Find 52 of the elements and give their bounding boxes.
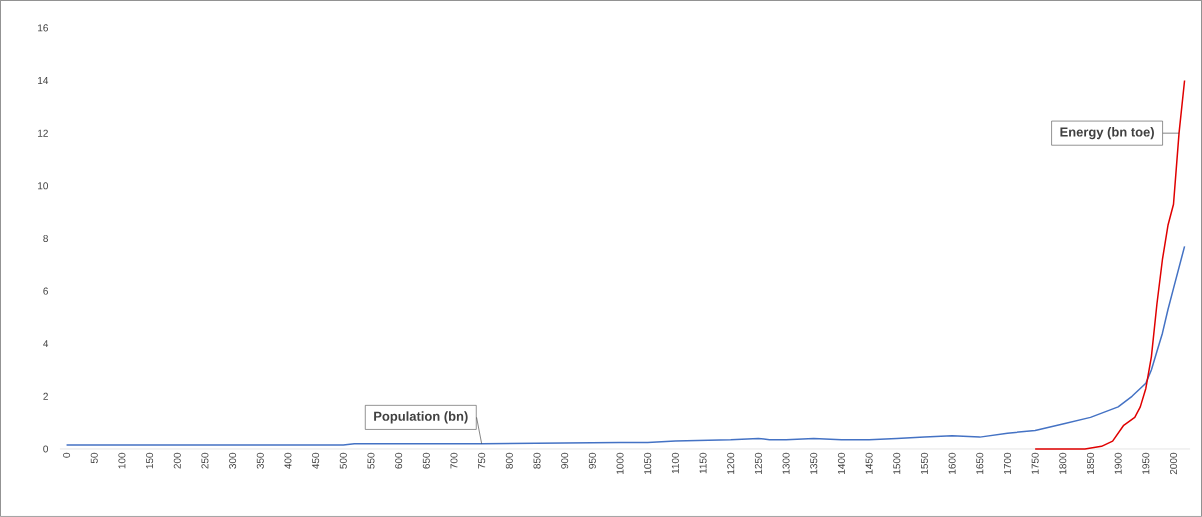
- x-tick-label: 200: [173, 452, 181, 469]
- x-tick-label: 1200: [727, 452, 735, 474]
- x-tick-label: 1750: [1031, 452, 1039, 474]
- y-tick-label: 2: [43, 392, 48, 400]
- x-tick-label: 1900: [1114, 452, 1122, 474]
- x-tick-label: 950: [588, 452, 596, 469]
- x-tick-label: 400: [284, 452, 292, 469]
- x-tick-label: 650: [422, 452, 430, 469]
- x-tick-label: 550: [367, 452, 375, 469]
- x-tick-label: 1300: [782, 452, 790, 474]
- x-tick-label: 350: [256, 452, 264, 469]
- y-tick-label: 10: [38, 182, 49, 190]
- y-tick-label: 12: [38, 129, 48, 137]
- x-tick-label: 1150: [699, 452, 707, 474]
- y-tick-label: 4: [43, 340, 49, 348]
- series-label: Energy (bn toe): [1060, 127, 1154, 140]
- x-tick-label: 100: [118, 452, 126, 469]
- x-tick-label: 1500: [893, 452, 901, 474]
- x-tick-label: 800: [505, 452, 513, 469]
- x-tick-label: 1600: [948, 452, 956, 474]
- x-tick-label: 1050: [644, 452, 652, 474]
- x-tick-label: 850: [533, 452, 541, 469]
- x-tick-label: 750: [478, 452, 486, 469]
- y-tick-label: 8: [43, 234, 48, 243]
- x-tick-label: 500: [339, 452, 347, 469]
- x-tick-label: 600: [395, 452, 403, 469]
- x-tick-label: 1650: [976, 452, 984, 474]
- x-tick-label: 450: [312, 452, 320, 469]
- x-tick-label: 1700: [1003, 452, 1011, 474]
- x-tick-label: 700: [450, 452, 458, 469]
- x-tick-label: 0: [63, 452, 71, 458]
- x-tick-label: 1250: [754, 452, 762, 474]
- y-tick-label: 16: [38, 24, 48, 32]
- x-tick-label: 150: [146, 452, 154, 469]
- y-tick-label: 6: [43, 287, 48, 295]
- x-tick-label: 1450: [865, 452, 873, 474]
- y-tick-label: 14: [38, 77, 49, 85]
- x-tick-label: 250: [201, 452, 209, 469]
- y-tick-label: 0: [43, 445, 49, 453]
- x-tick-label: 1950: [1142, 452, 1150, 474]
- x-tick-label: 1850: [1086, 452, 1095, 474]
- x-tick-label: 1100: [671, 452, 679, 474]
- x-tick-label: 50: [90, 452, 98, 464]
- x-tick-label: 1400: [837, 452, 845, 474]
- x-tick-label: 1800: [1059, 452, 1067, 474]
- x-tick-label: 2000: [1169, 452, 1178, 475]
- x-tick-label: 900: [561, 452, 569, 469]
- x-tick-label: 1350: [810, 452, 818, 474]
- series-label: Population (bn): [374, 411, 468, 424]
- x-tick-label: 300: [229, 452, 237, 469]
- x-tick-label: 1550: [920, 452, 928, 474]
- x-tick-label: 1000: [616, 452, 624, 474]
